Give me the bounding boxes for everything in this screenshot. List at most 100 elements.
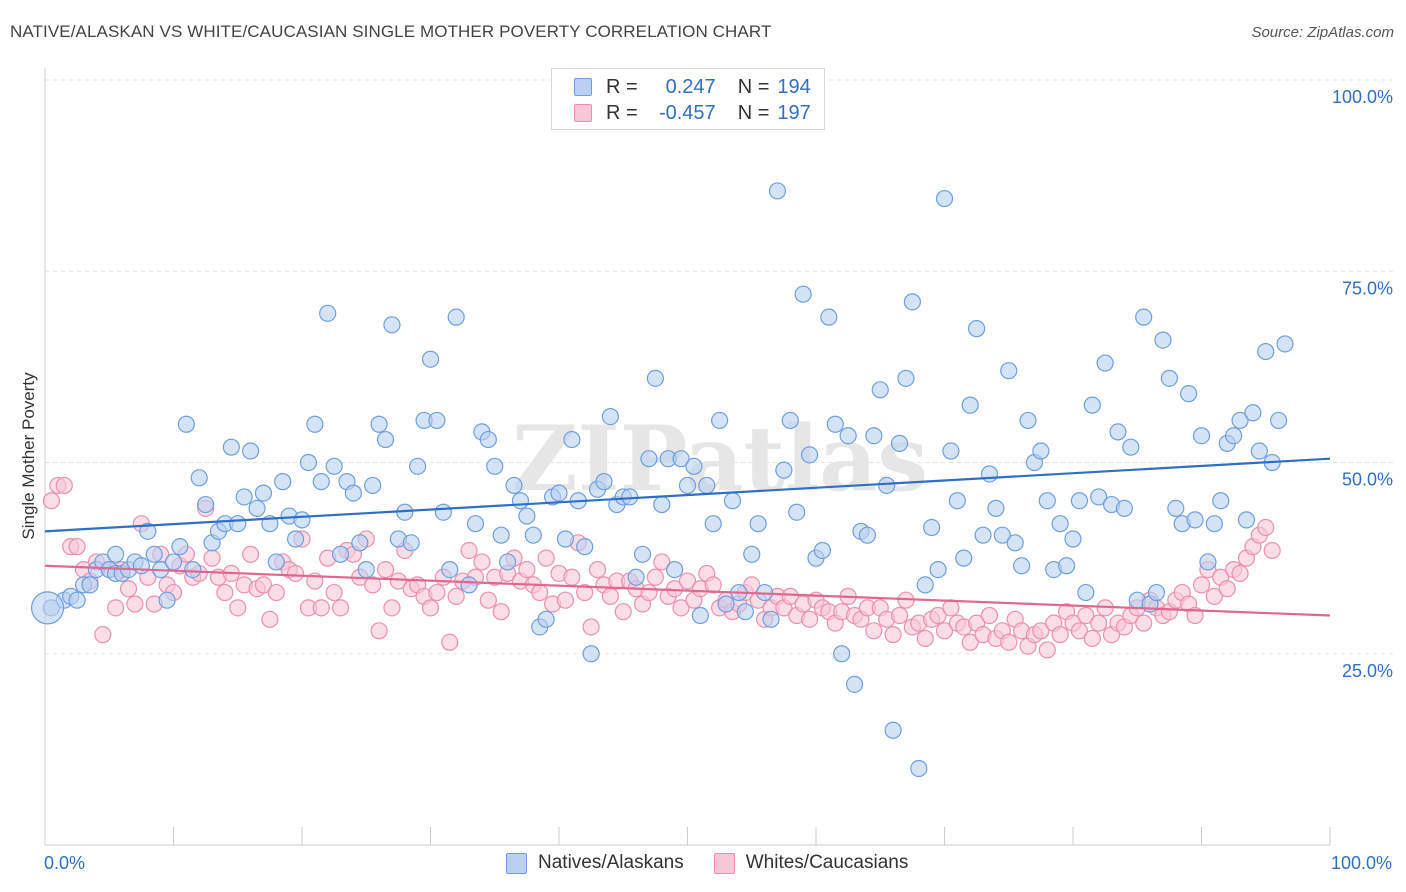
point-natives-alaskans [910,759,928,778]
point-whites-caucasians [781,587,799,605]
point-natives-alaskans [1109,423,1127,441]
point-natives-alaskans [595,473,613,491]
point-whites-caucasians [1263,541,1281,560]
point-whites-caucasians [1032,622,1050,640]
point-natives-alaskans [820,308,838,326]
point-whites-caucasians [563,568,581,586]
point-whites-caucasians [1192,576,1211,594]
point-whites-caucasians [1038,641,1056,659]
point-whites-caucasians [261,610,279,628]
point-natives-alaskans [678,476,697,495]
point-natives-alaskans [1147,583,1166,602]
point-whites-caucasians [942,599,960,617]
point-whites-caucasians [672,599,690,617]
point-natives-alaskans [563,430,581,449]
point-natives-alaskans [421,350,440,368]
point-whites-caucasians [865,622,883,640]
point-whites-caucasians [370,622,388,640]
point-natives-alaskans [935,189,954,208]
legend-item-whites[interactable]: Whites/Caucasians [713,852,909,874]
point-natives-alaskans [132,557,150,575]
point-natives-alaskans [1122,438,1140,456]
legend-item-natives[interactable]: Natives/Alaskans [506,852,684,874]
point-whites-caucasians [537,549,555,567]
point-whites-caucasians [479,591,497,609]
y-tick-label: 50.0% [1342,470,1393,490]
point-natives-alaskans [1032,442,1050,460]
point-natives-alaskans [781,411,799,430]
point-natives-alaskans [293,511,311,529]
point-whites-caucasians [518,560,536,579]
point-whites-caucasians [331,599,350,617]
point-natives-alaskans [466,515,485,533]
point-natives-alaskans [1051,515,1069,533]
point-natives-alaskans [582,645,600,663]
point-natives-alaskans [845,675,864,693]
point-natives-alaskans [987,499,1005,517]
point-natives-alaskans [666,560,684,579]
point-natives-alaskans [254,484,273,502]
point-natives-alaskans [550,484,568,502]
point-natives-alaskans [306,415,324,433]
legend-n-value: 194 [777,75,811,98]
x-tick-label-min: 0.0% [44,853,85,873]
point-whites-caucasians [588,560,607,579]
point-natives-alaskans [1237,511,1256,529]
point-natives-alaskans [794,285,812,303]
point-natives-alaskans [890,434,909,452]
point-whites-caucasians [364,576,382,594]
point-natives-alaskans [627,568,645,586]
point-natives-alaskans [344,484,362,502]
point-whites-caucasians [492,603,510,621]
point-natives-alaskans [145,545,163,563]
point-natives-alaskans [447,308,465,326]
point-whites-caucasians [678,572,697,590]
point-natives-alaskans [691,606,709,625]
point-natives-alaskans [813,541,832,560]
point-whites-caucasians [376,560,395,579]
point-natives-alaskans [492,526,510,544]
point-whites-caucasians [576,583,594,602]
point-whites-caucasians [119,580,138,598]
point-whites-caucasians [421,599,440,617]
point-whites-caucasians [1257,518,1275,537]
point-natives-alaskans [923,518,941,537]
trend-lines [44,457,1331,617]
point-whites-caucasians [653,553,671,571]
point-natives-alaskans [929,560,947,579]
point-natives-alaskans [1000,362,1018,380]
legend-swatch-natives [506,852,527,874]
point-natives-alaskans [601,408,620,426]
legend-row-whites: R = -0.457 N = 197 [574,100,811,126]
point-natives-alaskans [1186,511,1204,529]
point-whites-caucasians [646,568,664,586]
point-natives-alaskans [1269,411,1288,430]
point-natives-alaskans [1019,411,1037,430]
point-whites-caucasians [312,599,330,617]
point-whites-caucasians [126,595,144,613]
point-natives-alaskans [884,721,902,739]
point-natives-alaskans [1096,354,1114,372]
point-natives-alaskans [1115,499,1134,517]
point-whites-caucasians [666,580,684,598]
point-natives-alaskans [351,534,369,552]
point-natives-alaskans [633,545,652,563]
point-natives-alaskans [788,503,806,521]
point-natives-alaskans [1199,553,1217,571]
point-natives-alaskans [653,495,671,514]
legend-swatch-whites [713,852,735,874]
point-natives-alaskans [518,507,536,525]
point-natives-alaskans [1083,396,1101,414]
point-natives-alaskans [717,595,735,613]
point-natives-alaskans [537,610,555,628]
point-natives-alaskans [640,450,658,468]
legend-label-whites: Whites/Caucasians [745,852,909,873]
point-whites-caucasians [1135,614,1153,632]
point-natives-alaskans [833,645,851,663]
point-natives-alaskans [980,465,999,483]
point-natives-alaskans [248,499,266,517]
point-natives-alaskans [871,381,889,399]
point-natives-alaskans [1205,515,1223,533]
point-natives-alaskans [955,549,973,567]
point-whites-caucasians [441,633,459,651]
